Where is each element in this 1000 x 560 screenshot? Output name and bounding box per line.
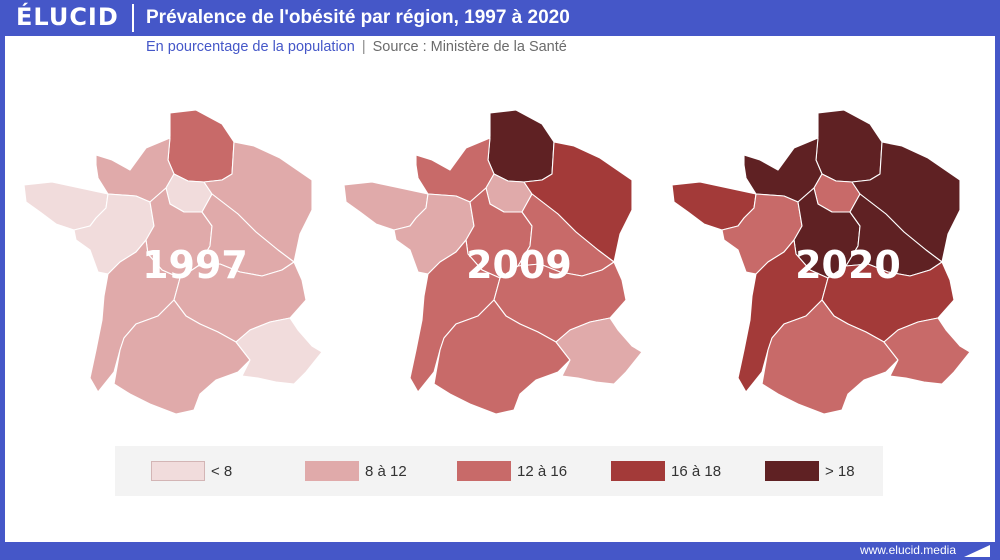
logo-divider <box>132 4 134 32</box>
region-nord <box>815 109 883 183</box>
frame-left-border <box>0 36 5 542</box>
legend-swatch <box>151 461 205 481</box>
map-1997 <box>23 109 323 415</box>
legend-label: > 18 <box>825 463 855 480</box>
legend-label: 8 à 12 <box>365 463 407 480</box>
legend: < 8 8 à 12 12 à 16 16 à 18 > 18 <box>115 446 883 496</box>
footer-bar: www.elucid.media <box>0 542 1000 560</box>
legend-label: 16 à 18 <box>671 463 722 480</box>
page-title: Prévalence de l'obésité par région, 1997… <box>146 7 570 28</box>
source-note: Source : Ministère de la Santé <box>372 39 567 55</box>
legend-swatch <box>457 461 511 481</box>
region-nord <box>167 109 235 183</box>
legend-swatch <box>611 461 665 481</box>
subtitle-separator: | <box>361 39 366 55</box>
elucid-mark-icon <box>964 545 990 557</box>
legend-swatch <box>305 461 359 481</box>
header-bar: ÉLUCID Prévalence de l'obésité par régio… <box>0 0 1000 36</box>
legend-label: 12 à 16 <box>517 463 568 480</box>
map-2020 <box>671 109 971 415</box>
map-2009 <box>343 109 643 415</box>
website-link[interactable]: www.elucid.media <box>859 543 956 557</box>
subtitle-line: En pourcentage de la population | Source :… <box>146 39 567 55</box>
year-label-1997: 1997 <box>142 243 248 287</box>
region-paca <box>555 317 643 385</box>
subtitle: En pourcentage de la population <box>146 39 355 55</box>
region-paca <box>883 317 971 385</box>
year-label-2009: 2009 <box>466 243 572 287</box>
legend-label: < 8 <box>211 463 233 480</box>
legend-swatch <box>765 461 819 481</box>
frame-right-border <box>995 36 1000 542</box>
elucid-logo[interactable]: ÉLUCID <box>16 3 119 31</box>
year-label-2020: 2020 <box>795 243 901 287</box>
region-paca <box>235 317 323 385</box>
region-nord <box>487 109 555 183</box>
